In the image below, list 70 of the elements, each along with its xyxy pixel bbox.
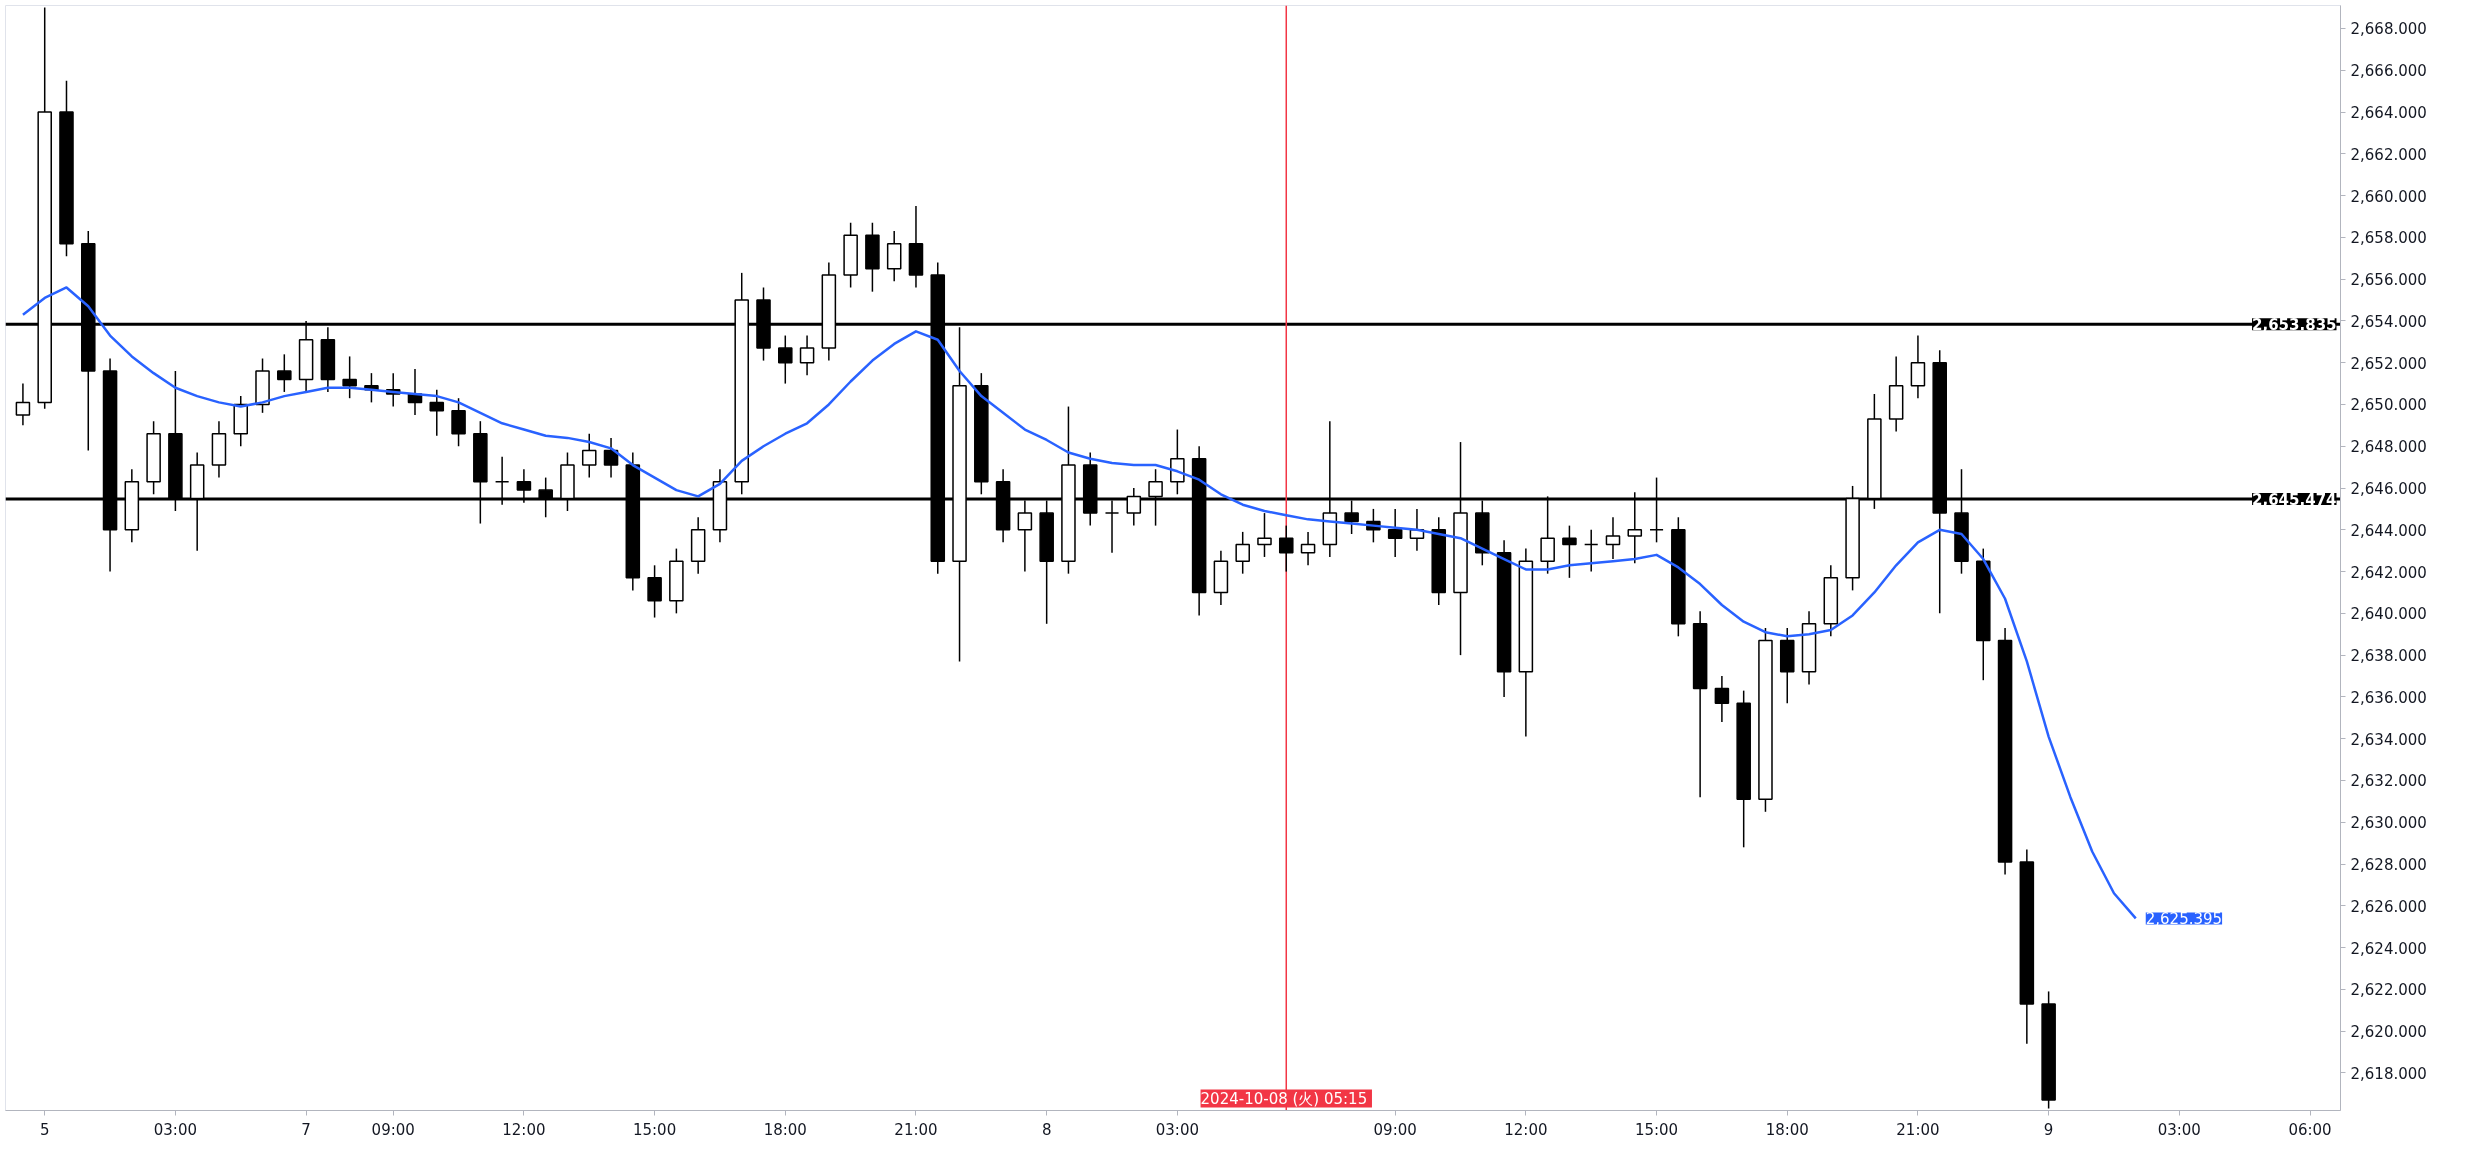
ref-line-label: 2,645.474: [2252, 491, 2337, 510]
ref-line-label: 2,653.835: [2252, 316, 2337, 335]
x-tick-label: 21:00: [1896, 1120, 1940, 1139]
y-tick-label: 2,648.000: [2350, 438, 2427, 457]
x-tick-label: 15:00: [632, 1120, 677, 1139]
x-tick-label: 7: [301, 1120, 311, 1139]
candlestick: [799, 334, 815, 376]
y-tick-label: 2,650.000: [2350, 396, 2427, 415]
x-tick-label: 9: [2043, 1120, 2054, 1139]
candlestick: [451, 397, 466, 447]
y-tick-label: 2,638.000: [2350, 647, 2427, 666]
y-tick-label: 2,620.000: [2350, 1023, 2427, 1042]
x-tick-label: 5: [39, 1120, 50, 1139]
candlestick: [778, 334, 793, 385]
y-tick-label: 2,636.000: [2350, 688, 2427, 707]
candlestick: [1910, 334, 1926, 399]
x-tick-label: 12:00: [502, 1120, 546, 1139]
x-tick-label: 12:00: [1504, 1120, 1548, 1139]
candlestick: [1257, 512, 1272, 558]
y-tick-label: 2,660.000: [2350, 187, 2427, 206]
candlestick: [342, 355, 357, 399]
candlestick: [1562, 524, 1577, 579]
x-tick-label: 18:00: [1765, 1120, 1809, 1139]
y-tick-label: 2,622.000: [2350, 981, 2427, 1000]
y-tick-label: 2,654.000: [2350, 312, 2427, 331]
y-tick-label: 2,652.000: [2350, 354, 2427, 373]
line-series: [21, 286, 2137, 920]
x-tick-label: 09:00: [1373, 1120, 1417, 1139]
y-tick-label: 2,628.000: [2350, 856, 2427, 875]
x-tick-label: 2024-10-08 (火) 05:15: [1200, 1089, 1368, 1108]
x-tick-label: 03:00: [1155, 1120, 1199, 1139]
x-tick-label: 8: [1041, 1120, 1052, 1139]
candlestick: [429, 389, 445, 437]
candlestick: [1714, 675, 1730, 723]
y-tick-label: 2,642.000: [2350, 563, 2427, 582]
x-tick-label: 09:00: [371, 1120, 415, 1139]
y-tick-label: 2,626.000: [2350, 897, 2427, 916]
candlestick: [1278, 524, 1294, 573]
y-tick-label: 2,656.000: [2350, 271, 2427, 290]
data-label: 2,625.395: [2145, 910, 2223, 929]
candlestick: [603, 437, 619, 479]
candlestick: [1583, 529, 1599, 573]
candlestick: [1235, 531, 1250, 575]
candlestick: [581, 432, 597, 479]
x-tick-label: 03:00: [153, 1120, 198, 1139]
candlestick: [1605, 516, 1621, 560]
y-tick-label: 2,630.000: [2350, 814, 2427, 833]
candlestick: [1170, 428, 1185, 496]
y-tick-label: 2,632.000: [2350, 772, 2427, 791]
candlestick: [1387, 508, 1403, 558]
y-tick-label: 2,644.000: [2350, 521, 2427, 540]
y-tick-label: 2,668.000: [2350, 20, 2427, 39]
candlestick: [647, 564, 662, 619]
candlestick: [277, 353, 292, 393]
y-tick-label: 2,664.000: [2350, 104, 2427, 123]
x-tick-label: 21:00: [894, 1120, 938, 1139]
x-tick-label: 18:00: [763, 1120, 807, 1139]
x-tick-label: 03:00: [2157, 1120, 2201, 1139]
x-tick-label: 15:00: [1634, 1120, 1679, 1139]
y-tick-label: 2,662.000: [2350, 145, 2427, 164]
y-tick-label: 2,666.000: [2350, 62, 2427, 81]
y-tick-label: 2,618.000: [2350, 1064, 2427, 1083]
y-tick-label: 2,640.000: [2350, 605, 2427, 624]
candlestick: [15, 382, 31, 427]
x-tick-label: 06:00: [2288, 1120, 2332, 1139]
y-tick-label: 2,624.000: [2350, 939, 2427, 958]
y-tick-label: 2,658.000: [2350, 229, 2427, 248]
y-tick-label: 2,646.000: [2350, 480, 2427, 499]
y-tick-label: 2,634.000: [2350, 730, 2427, 749]
candlestick: [1300, 531, 1316, 567]
